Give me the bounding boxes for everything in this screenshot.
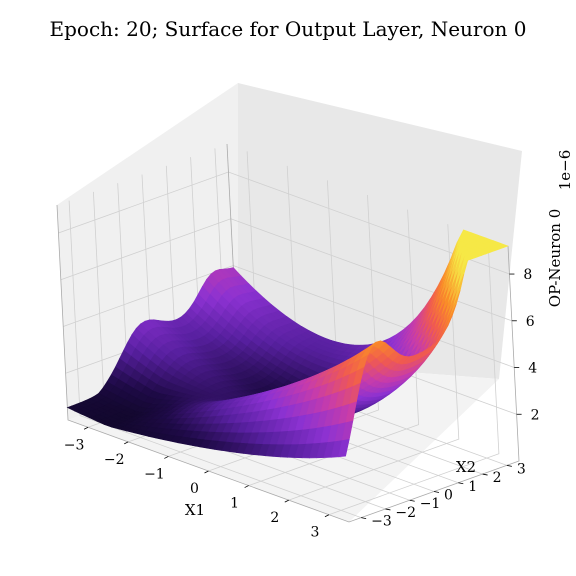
pane-edge — [56, 204, 520, 523]
y-axis-label: X2 — [456, 458, 476, 476]
x-axis-label: X1 — [185, 501, 205, 519]
y-tick-label: 0 — [444, 488, 453, 504]
y-tick-mark — [506, 464, 512, 467]
grid-line-x — [248, 209, 420, 486]
x-tick-mark — [244, 485, 249, 488]
x-tick-label: 2 — [270, 510, 279, 526]
y-tick-mark — [458, 482, 464, 485]
x-tick-label: 1 — [230, 496, 239, 512]
y-tick-label: −3 — [371, 514, 392, 530]
z-tick-label: 4 — [528, 361, 537, 377]
z-tick-label: 8 — [523, 267, 532, 283]
chart-title: Epoch: 20; Surface for Output Layer, Neu… — [50, 17, 527, 41]
y-tick-mark — [409, 499, 415, 502]
y-tick-mark — [385, 508, 391, 511]
z-axis-label: OP-Neuron 0 — [546, 209, 564, 307]
x-tick-mark — [83, 426, 89, 430]
z-offset-label: 1e−6 — [556, 150, 574, 191]
x-tick-label: −1 — [144, 466, 165, 482]
z-tick-label: 6 — [526, 314, 535, 330]
y-tick-mark — [482, 473, 488, 476]
x-tick-mark — [284, 499, 289, 503]
grid-line-x — [328, 238, 500, 516]
x-tick-label: −3 — [64, 437, 85, 453]
y-tick-mark — [361, 517, 367, 520]
x-tick-label: −2 — [104, 452, 125, 468]
y-tick-label: 1 — [468, 479, 477, 495]
x-tick-mark — [164, 456, 169, 459]
x-tick-mark — [124, 441, 129, 445]
y-tick-label: −2 — [395, 505, 416, 521]
y-tick-label: 3 — [517, 461, 526, 477]
x-tick-mark — [324, 514, 330, 518]
y-tick-label: −1 — [420, 496, 441, 512]
y-tick-mark — [433, 491, 440, 493]
x-tick-label: 0 — [190, 481, 199, 497]
surface-mesh — [66, 229, 509, 459]
grid-line-y — [68, 200, 362, 518]
y-tick-label: 2 — [493, 470, 502, 486]
x-tick-label: 3 — [310, 525, 319, 541]
z-tick-label: 2 — [531, 407, 540, 423]
x-tick-mark — [204, 470, 209, 474]
surface-facet — [338, 438, 350, 458]
